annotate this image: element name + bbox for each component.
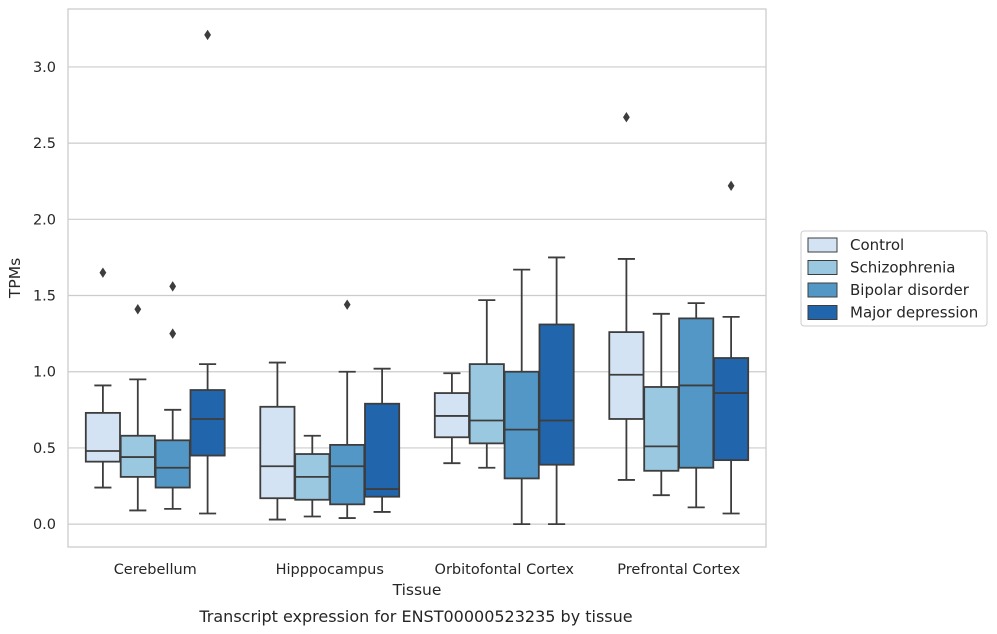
legend-label: Control [850, 236, 904, 254]
legend-frame [800, 230, 988, 327]
y-axis-label: TPMs [6, 258, 24, 299]
legend: Control Schizophrenia Bipolar disorder Majo… [800, 230, 988, 327]
legend-item: Major depression [807, 304, 978, 322]
outlier-point [134, 304, 142, 315]
y-tick-label: 2.5 [33, 136, 56, 152]
x-tick-label: Hipppocampus [276, 562, 384, 578]
box-groups [84, 29, 750, 526]
box-iqr [468, 363, 505, 445]
legend-swatch [807, 282, 838, 298]
outlier-point [169, 281, 177, 292]
box-group [189, 29, 226, 515]
x-axis-label: Tissue [392, 581, 442, 599]
y-tick-label: 0.0 [33, 517, 56, 533]
box-iqr [678, 317, 715, 469]
box-group [678, 302, 715, 509]
y-tick-labels: 0.0 0.5 1.0 1.5 2.0 2.5 3.0 [33, 60, 56, 533]
box-iqr [643, 386, 680, 472]
box-group [294, 434, 331, 518]
legend-label: Bipolar disorder [850, 281, 970, 299]
y-tick-label: 2.0 [33, 212, 56, 228]
outlier-point [169, 328, 177, 339]
x-tick-label: Cerebellum [114, 562, 197, 578]
y-tick-label: 0.5 [33, 441, 56, 457]
box-iqr [503, 370, 540, 480]
box-group [538, 256, 575, 526]
box-group [259, 361, 296, 521]
x-tick-label: Prefrontal Cortex [617, 562, 740, 578]
box-iqr [329, 443, 366, 506]
box-group [643, 312, 680, 497]
box-group [329, 299, 366, 519]
box-group [608, 112, 645, 481]
box-group [503, 268, 540, 526]
x-tick-label: Orbitofontal Cortex [435, 562, 575, 578]
box-iqr [84, 411, 121, 463]
box-group [468, 299, 505, 469]
outlier-point [623, 112, 630, 123]
legend-item: Schizophrenia [807, 259, 955, 277]
box-iqr [364, 402, 401, 498]
box-group [84, 267, 121, 489]
box-group [433, 372, 470, 465]
legend-items: Control Schizophrenia Bipolar disorder Majo… [807, 236, 978, 322]
box-group [364, 367, 401, 513]
legend-item: Bipolar disorder [807, 281, 970, 299]
legend-label: Schizophrenia [850, 259, 955, 277]
figure-caption: Transcript expression for ENST0000052323… [198, 607, 632, 626]
legend-item: Control [807, 236, 904, 254]
legend-swatch [807, 237, 838, 253]
box-iqr [154, 439, 191, 489]
legend-label: Major depression [850, 304, 978, 322]
legend-swatch [807, 260, 838, 275]
box-iqr [713, 357, 750, 462]
box-group [713, 180, 750, 515]
box-iqr [189, 389, 226, 457]
x-tick-labels: Cerebellum Hipppocampus Orbitofontal Corte… [114, 562, 741, 578]
plot-area-frame [67, 8, 767, 548]
box-group [154, 281, 191, 510]
box-group [119, 304, 156, 512]
outlier-point [343, 299, 351, 310]
outlier-point [204, 29, 211, 41]
outlier-point [727, 180, 735, 191]
outlier-point [99, 267, 107, 278]
box-iqr [259, 405, 296, 500]
y-tick-label: 1.5 [33, 289, 56, 305]
box-iqr [538, 323, 575, 466]
y-tick-label: 3.0 [33, 60, 56, 76]
legend-swatch [807, 305, 838, 320]
y-tick-label: 1.0 [33, 365, 56, 381]
